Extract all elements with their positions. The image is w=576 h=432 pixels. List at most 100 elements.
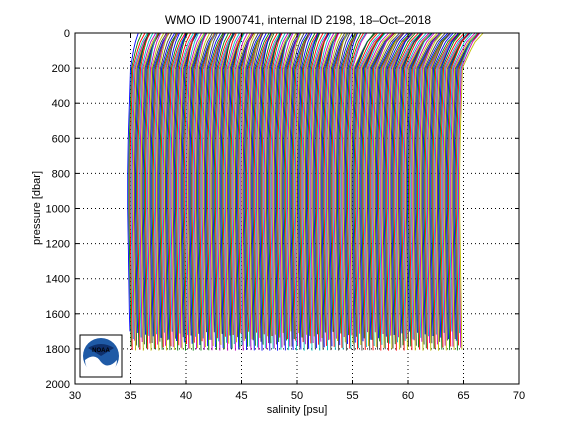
profile-line — [180, 32, 198, 338]
x-tick-label: 70 — [513, 390, 525, 402]
profile-line — [296, 32, 310, 334]
y-axis-label: pressure [dbar] — [31, 171, 43, 245]
profile-line — [246, 32, 264, 332]
profile-line — [157, 32, 173, 342]
profile-line — [194, 32, 211, 348]
profile-line — [351, 32, 376, 351]
profile-line — [322, 32, 340, 333]
y-tick-label: 1800 — [46, 344, 70, 356]
profile-line — [381, 32, 403, 349]
profile-line — [168, 32, 186, 347]
profile-line — [311, 32, 330, 337]
profile-line — [256, 32, 274, 350]
profile-line — [415, 32, 443, 348]
profile-line — [292, 32, 311, 341]
profile-line — [410, 32, 432, 340]
profile-line — [353, 32, 375, 337]
profile-line — [433, 32, 461, 335]
profile-line — [446, 32, 469, 351]
profile-line — [211, 32, 225, 333]
profile-line — [137, 32, 150, 350]
profile-line — [207, 32, 226, 340]
logo-wave — [85, 356, 117, 376]
profile-line — [305, 32, 319, 349]
profile-line — [309, 32, 327, 351]
profile-line — [348, 32, 367, 349]
profile-line — [196, 32, 213, 334]
profile-line — [260, 32, 275, 345]
profile-line — [331, 32, 349, 347]
profile-line — [141, 32, 160, 345]
profile-line — [218, 32, 236, 345]
profile-line — [259, 32, 272, 351]
profile-line — [400, 32, 422, 346]
profile-line — [249, 32, 262, 340]
profile-line — [269, 32, 283, 336]
profile-line — [175, 32, 188, 351]
profile-line — [204, 32, 221, 347]
profile-line — [231, 32, 245, 345]
profile-line — [140, 32, 159, 351]
profile-line — [178, 32, 197, 348]
profile-line — [152, 32, 170, 349]
profile-line — [243, 32, 262, 350]
y-tick-label: 1400 — [46, 274, 70, 286]
profile-line — [409, 32, 432, 351]
y-tick-label: 200 — [52, 63, 70, 75]
y-tick-label: 1200 — [46, 239, 70, 251]
profile-line — [133, 32, 151, 346]
profile-line — [247, 32, 264, 347]
profile-line — [149, 32, 167, 344]
profile-line — [388, 32, 414, 336]
profile-line — [432, 32, 459, 349]
profile-line — [197, 32, 216, 345]
profile-line — [192, 32, 206, 337]
y-tick-label: 1600 — [46, 309, 70, 321]
profile-line — [179, 32, 198, 350]
profile-line — [330, 32, 349, 332]
profile-line — [240, 32, 253, 351]
profile-line — [277, 32, 291, 338]
profile-line — [411, 32, 435, 341]
profile-line — [217, 32, 236, 351]
y-tick-label: 600 — [52, 133, 70, 145]
profile-line — [423, 32, 451, 349]
profile-line — [266, 32, 283, 344]
profile-line — [312, 32, 330, 350]
profile-line — [160, 32, 179, 348]
profile-line — [421, 32, 446, 345]
profile-line — [319, 32, 337, 338]
profile-line — [253, 32, 272, 333]
profile-lines — [127, 32, 484, 351]
profile-line — [176, 32, 192, 346]
y-tick-labels: 0 200 400 600 800 1000 1200 1400 1600 1800 2000 — [46, 28, 70, 391]
profile-line — [428, 32, 451, 351]
profile-line — [390, 32, 413, 349]
profile-line — [163, 32, 178, 351]
profile-line — [127, 32, 139, 332]
y-tick-label: 800 — [52, 168, 70, 180]
profile-line — [287, 32, 300, 347]
profile-line — [274, 32, 293, 351]
profile-line — [416, 32, 443, 350]
x-tick-label: 60 — [402, 390, 414, 402]
x-axis-label: salinity [psu] — [267, 404, 328, 416]
profile-line — [370, 32, 395, 351]
profile-line — [362, 32, 384, 350]
profile-line — [334, 32, 347, 342]
profile-line — [347, 32, 365, 349]
profile-line — [307, 32, 321, 336]
profile-line — [332, 32, 349, 350]
profile-line — [214, 32, 232, 339]
profile-line — [190, 32, 208, 351]
profile-line — [329, 32, 348, 347]
x-tick-label: 50 — [291, 390, 303, 402]
profile-line — [170, 32, 189, 347]
profile-line — [262, 32, 281, 349]
profile-line — [165, 32, 177, 341]
profile-line — [384, 32, 411, 343]
profile-line — [300, 32, 318, 343]
profile-line — [185, 32, 199, 336]
profile-line — [150, 32, 169, 337]
profile-line — [286, 32, 301, 351]
